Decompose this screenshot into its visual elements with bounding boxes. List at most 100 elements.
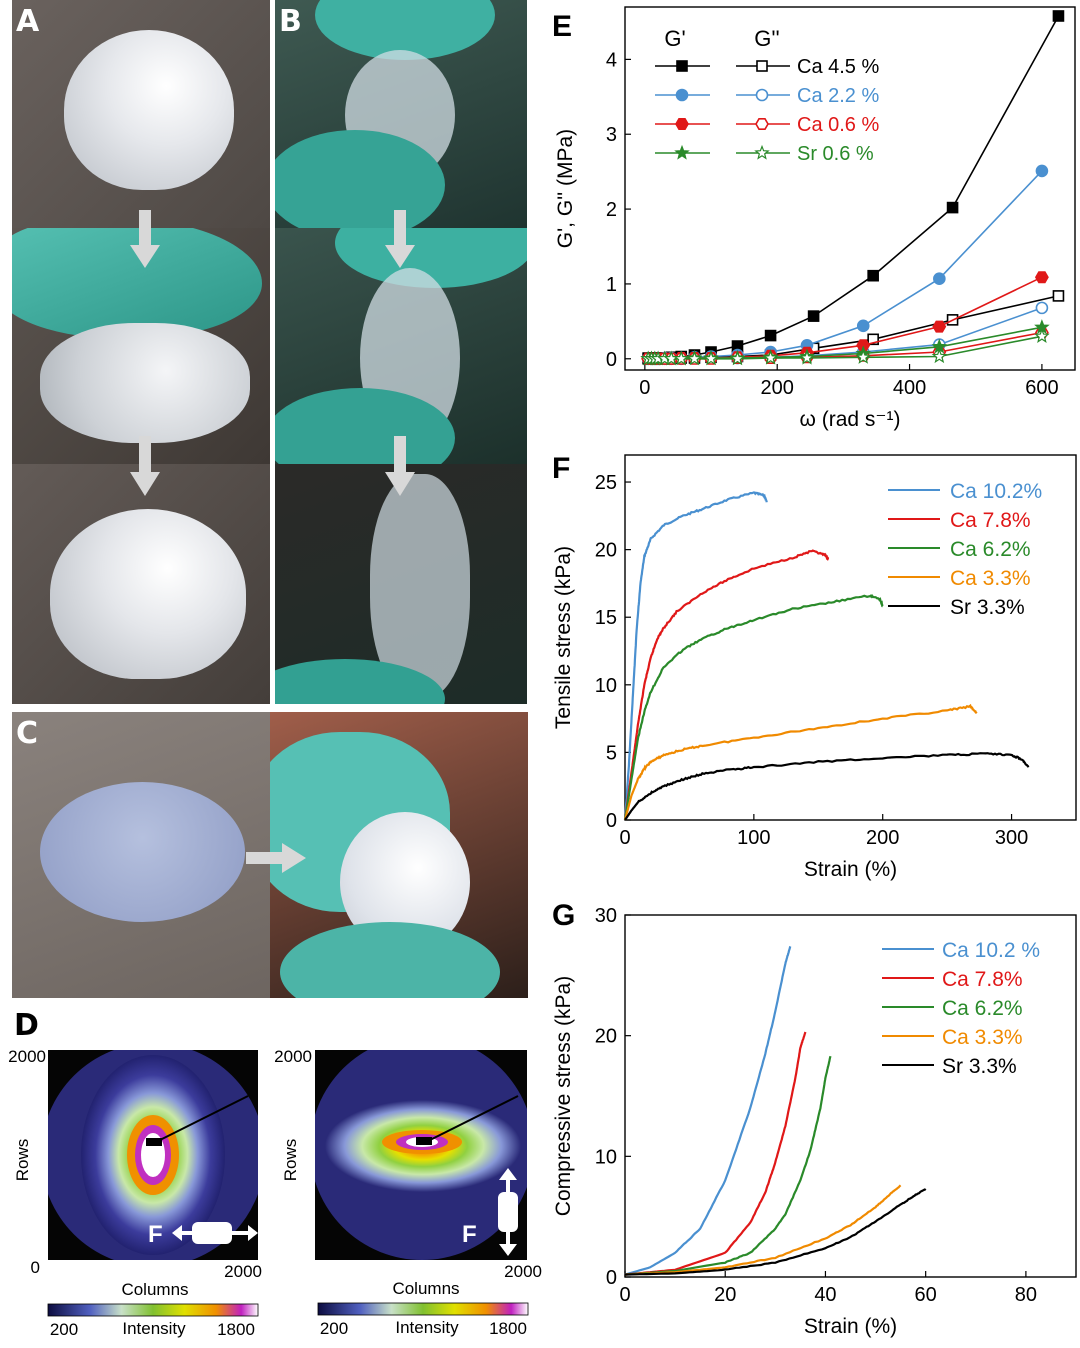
legend-label: Sr 3.3% xyxy=(942,1055,1017,1078)
y-tick-label: 2 xyxy=(606,199,617,221)
colorbar xyxy=(47,1303,259,1317)
legend: G' G'' Ca 4.5 % Ca 2.2 % Ca 0.6 % Sr 0.6 % xyxy=(655,26,879,165)
series-line-ca-10-2- xyxy=(624,945,792,1276)
beamstop-arm xyxy=(429,1095,519,1141)
x-tick-label: 60 xyxy=(915,1284,937,1306)
chart-g: G 0 20 40 60 80 0 10 20 30 Strain (%) Compressive … xyxy=(552,899,1077,1338)
x-tick-label: 400 xyxy=(893,377,926,399)
beamstop-arm xyxy=(159,1095,249,1141)
photo-a-bottom xyxy=(12,464,270,704)
panel-label-a: A xyxy=(16,4,40,39)
series-line-ca-3-3- xyxy=(624,1184,902,1276)
y-tick-label: 20 xyxy=(595,540,617,562)
legend-label: Ca 3.3% xyxy=(942,1026,1023,1049)
force-vertical-icon xyxy=(498,1168,518,1256)
panel-label-f: F xyxy=(552,452,570,485)
gdoubleprime-marker xyxy=(867,333,879,346)
legend-header-gprime: G' xyxy=(664,26,685,51)
legend-label: Sr 3.3% xyxy=(950,596,1025,619)
gel-flat-disc xyxy=(40,782,245,922)
gprime-marker xyxy=(674,144,690,160)
y-tick-label: 10 xyxy=(595,675,617,697)
gdoubleprime-marker xyxy=(686,350,703,366)
colorbar-max-label: 1800 xyxy=(489,1319,527,1338)
gprime-marker xyxy=(946,201,959,214)
photo-b-middle xyxy=(275,228,527,464)
x-tick-label: 200 xyxy=(866,827,899,849)
photo-b-top xyxy=(275,0,527,228)
gprime-marker xyxy=(867,269,879,282)
y-max-label: 2000 xyxy=(274,1047,312,1066)
legend-label: Ca 7.8% xyxy=(950,509,1031,532)
x-tick-label: 200 xyxy=(761,377,794,399)
photo-c-right xyxy=(270,712,528,998)
beamstop xyxy=(416,1137,432,1145)
gel-dome-compressed xyxy=(40,323,250,443)
gdoubleprime-marker xyxy=(703,350,719,366)
series-ca-0-6- xyxy=(641,271,1049,365)
x-tick-label: 80 xyxy=(1015,1284,1037,1306)
series-line-ca-6-2- xyxy=(624,1055,832,1276)
legend-label: Sr 0.6 % xyxy=(797,143,874,165)
legend-label: Ca 10.2 % xyxy=(942,939,1040,962)
x-tick-label: 0 xyxy=(619,827,630,849)
series-line-ca-7-8- xyxy=(624,1031,807,1276)
colorbar-title: Intensity xyxy=(395,1318,459,1337)
force-label: F xyxy=(148,1221,163,1248)
photo-a-middle xyxy=(12,228,270,464)
glove-lower xyxy=(280,922,500,998)
y-tick-label: 0 xyxy=(606,810,617,832)
plot-frame xyxy=(624,6,1076,371)
x-tick-label: 300 xyxy=(995,827,1028,849)
legend-label: Ca 4.5 % xyxy=(797,56,879,78)
series-line-sr-3-3- xyxy=(624,752,1030,821)
y-tick-label: 10 xyxy=(595,1146,617,1168)
gel-dome-recovered xyxy=(50,509,246,679)
gprime-line xyxy=(648,170,1043,360)
chart-f: F 0 100 200 300 0 5 10 15 20 25 Strain (%) Tensile … xyxy=(552,452,1077,881)
y-tick-label: 25 xyxy=(595,472,617,494)
colorbar-title: Intensity xyxy=(122,1319,186,1338)
gdoubleprime-marker xyxy=(931,348,948,364)
gprime-marker xyxy=(856,319,870,333)
x-tick-label: 40 xyxy=(814,1284,836,1306)
gprime-marker xyxy=(807,310,820,322)
gprime-marker xyxy=(675,88,689,102)
gdoubleprime-marker xyxy=(754,144,770,160)
glove-bottom xyxy=(275,130,445,228)
legend-label: Ca 6.2% xyxy=(942,997,1023,1020)
y-tick-label: 30 xyxy=(595,905,617,927)
gdoubleprime-marker xyxy=(762,349,779,365)
x-tick-label: 0 xyxy=(639,377,650,399)
legend-label: Ca 6.2% xyxy=(950,538,1031,561)
x-tick-label: 20 xyxy=(714,1284,736,1306)
legend: Ca 10.2 % Ca 7.8% Ca 6.2% Ca 3.3% Sr 3.3% xyxy=(882,939,1040,1078)
columns-axis-label: Columns xyxy=(392,1279,459,1298)
y-tick-label: 5 xyxy=(606,742,617,764)
y-axis-label: G', G'' (MPa) xyxy=(554,129,577,248)
gprime-marker xyxy=(1035,164,1049,178)
y-tick-label: 3 xyxy=(606,124,617,146)
glove-bottom xyxy=(275,388,455,464)
y-tick-label: 20 xyxy=(595,1026,617,1048)
legend-label: Ca 0.6 % xyxy=(797,114,879,136)
gel-dome-intact xyxy=(64,30,234,190)
saxs-pattern-right: F Rows 2000 2000 Columns 200 Intensity 1… xyxy=(274,1047,542,1338)
gdoubleprime-marker xyxy=(755,118,769,130)
rows-axis-label: Rows xyxy=(281,1139,300,1182)
gdoubleprime-marker xyxy=(1052,290,1065,302)
columns-axis-label: Columns xyxy=(121,1280,188,1299)
saxs-pattern-left: F Rows 2000 0 2000 Columns 200 Intensity… xyxy=(8,1047,262,1339)
panel-label-c: C xyxy=(16,716,39,751)
gdoubleprime-marker xyxy=(756,60,768,72)
x-tick-label: 100 xyxy=(737,827,770,849)
rows-axis-label: Rows xyxy=(13,1139,32,1182)
gdoubleprime-marker xyxy=(855,349,871,364)
x-max-label: 2000 xyxy=(504,1262,542,1281)
force-label: F xyxy=(462,1221,477,1248)
photo-a-top xyxy=(12,0,270,228)
colorbar-min-label: 200 xyxy=(50,1320,78,1339)
gdoubleprime-marker xyxy=(755,88,769,102)
panel-label-e: E xyxy=(552,10,572,43)
gprime-marker xyxy=(675,118,689,130)
